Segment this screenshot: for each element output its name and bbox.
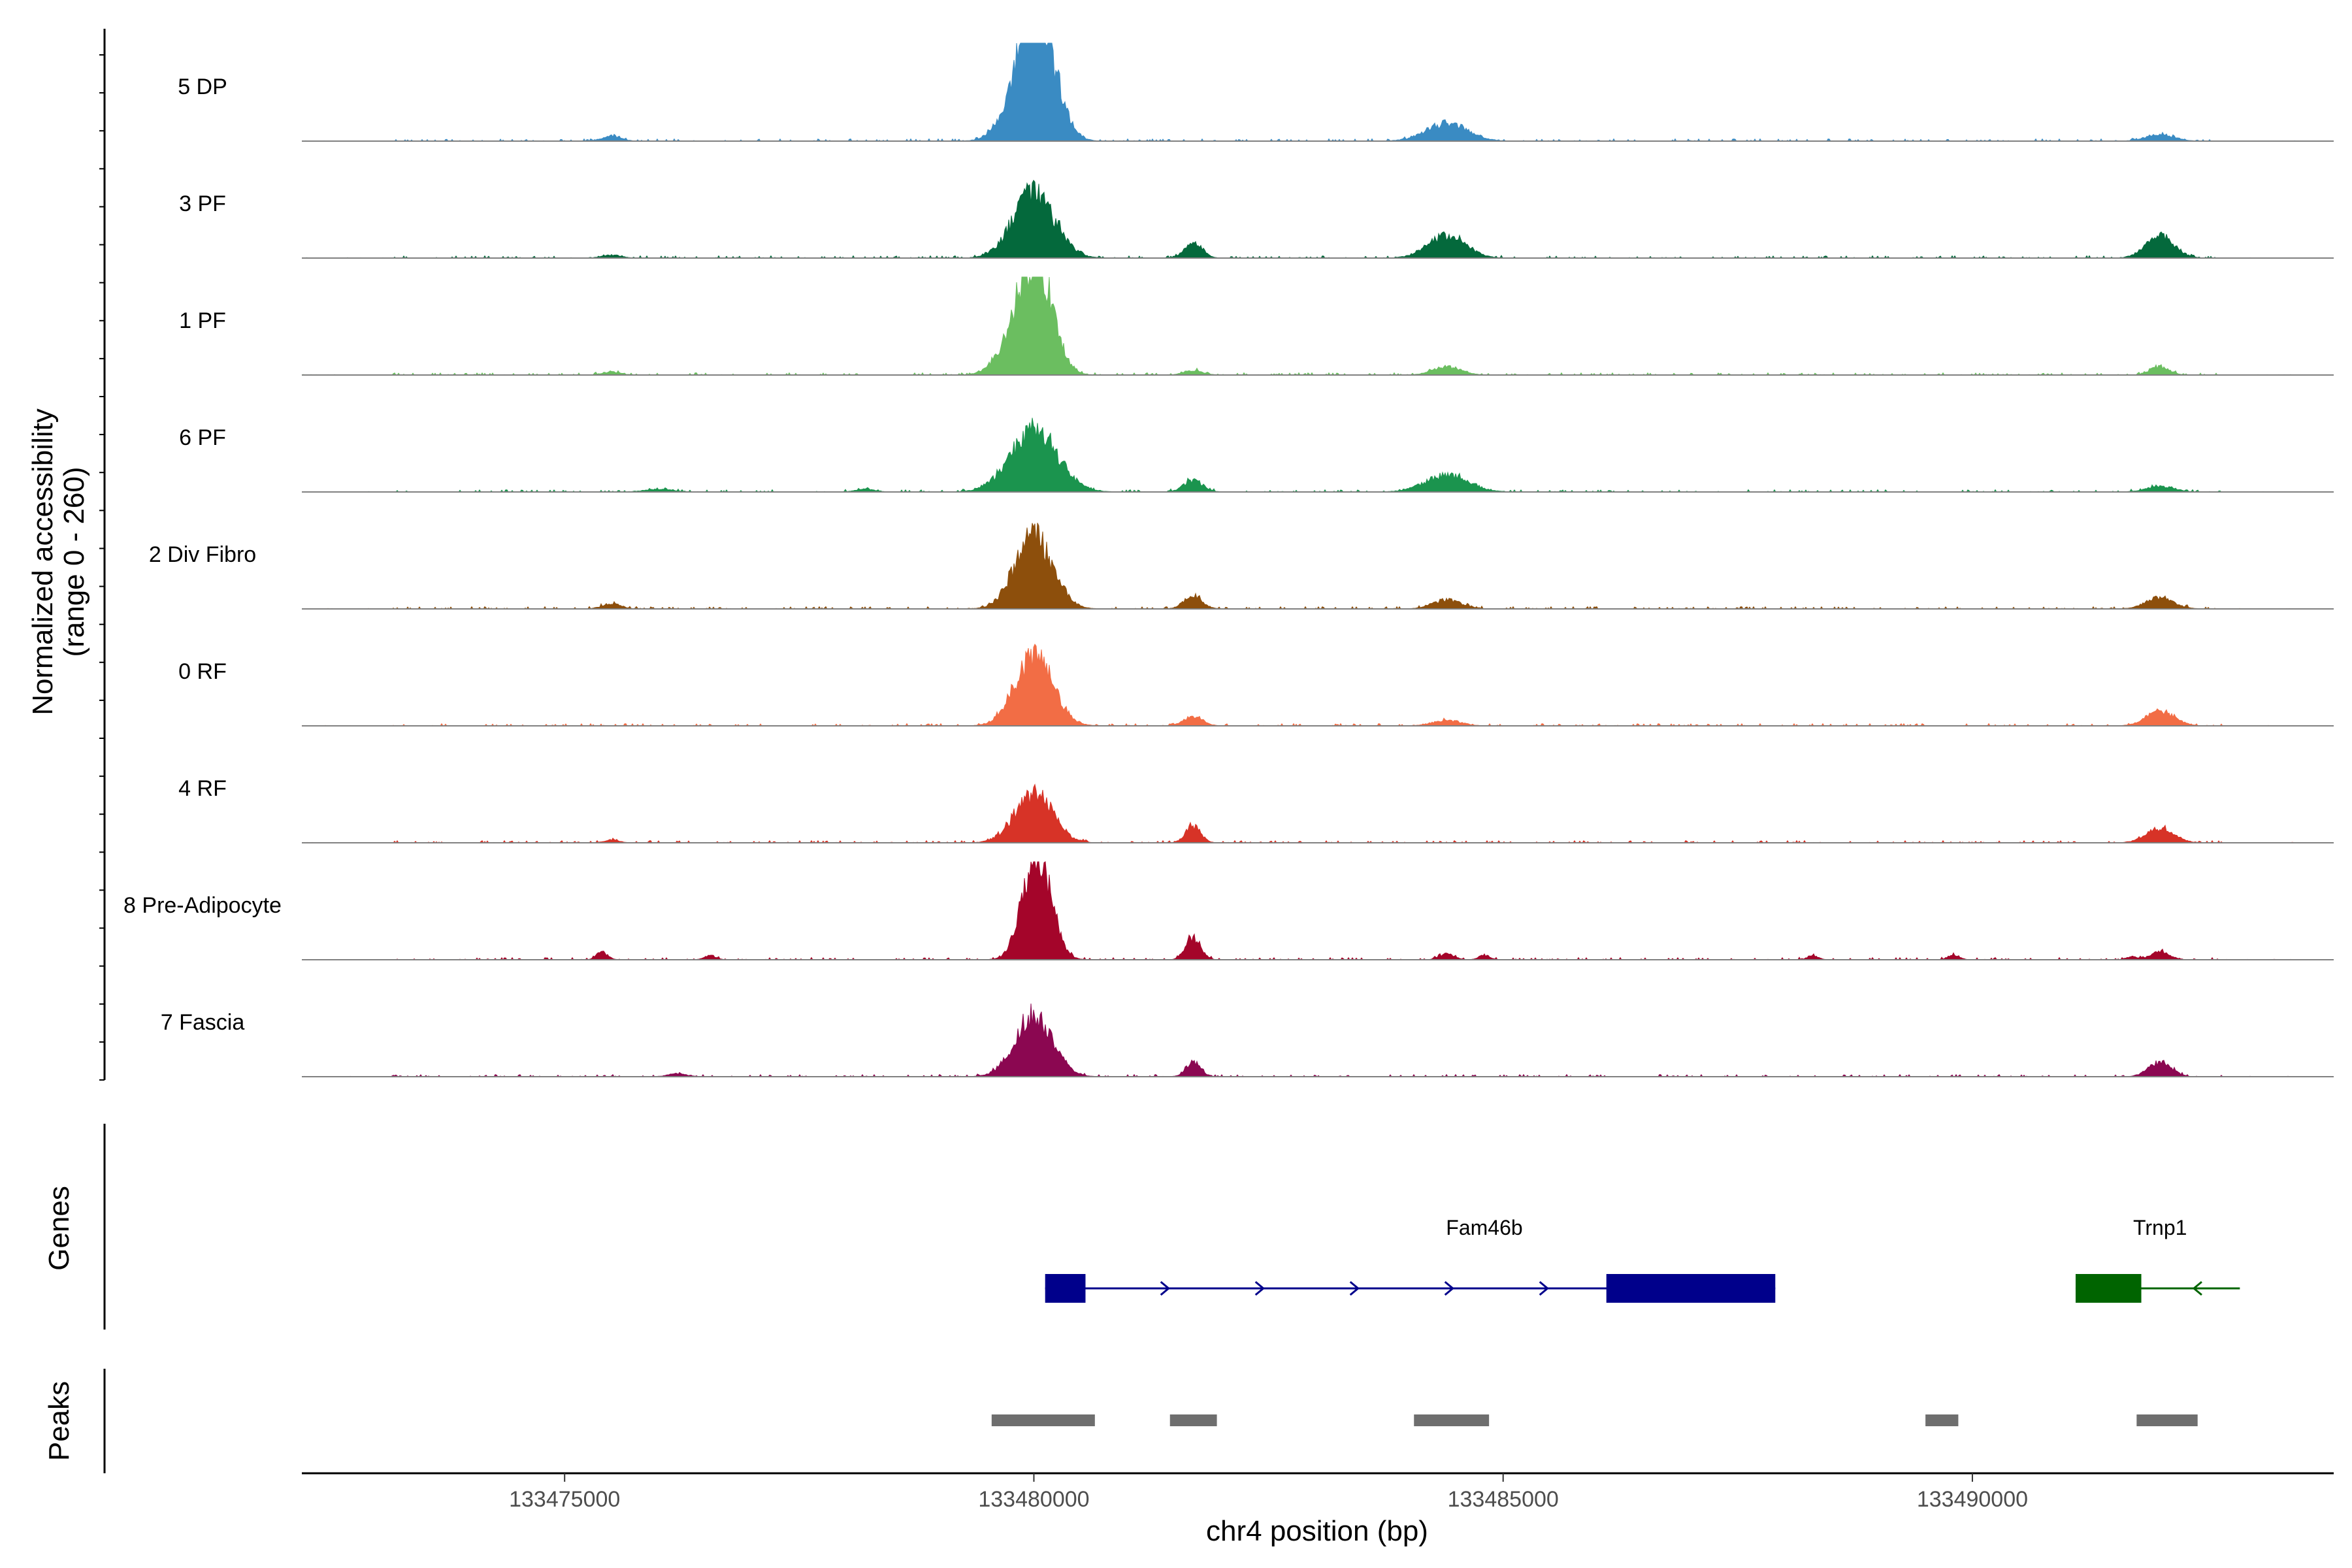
x-tick-label: 133485000 bbox=[1448, 1487, 1559, 1512]
track-label: 3 PF bbox=[179, 191, 226, 216]
track-1-pf: 1 PF bbox=[179, 276, 2334, 376]
track-area bbox=[302, 42, 2295, 142]
genes-panel-title: Genes bbox=[43, 1186, 75, 1271]
strand-arrow bbox=[2192, 1281, 2202, 1296]
gene-exon bbox=[1045, 1274, 1086, 1303]
gene-fam46b: Fam46b bbox=[1045, 1216, 1776, 1303]
peak-region bbox=[1414, 1414, 1490, 1426]
coverage-y-axis-title: Normalized accessibility bbox=[27, 408, 59, 715]
peak-region bbox=[1169, 1414, 1217, 1426]
x-tick-label: 133490000 bbox=[1917, 1487, 2028, 1512]
gene-annotations: Fam46b Trnp1 bbox=[1045, 1216, 2240, 1303]
track-label: 4 RF bbox=[178, 776, 227, 801]
peak-regions bbox=[991, 1414, 2198, 1426]
track-label: 0 RF bbox=[178, 659, 227, 684]
x-tick-label: 133480000 bbox=[978, 1487, 1089, 1512]
strand-arrow bbox=[1160, 1281, 1171, 1296]
coverage-y-axis-range: (range 0 - 260) bbox=[58, 466, 90, 657]
track-5-dp: 5 DP bbox=[178, 42, 2334, 142]
track-3-pf: 3 PF bbox=[179, 180, 2334, 259]
peak-region bbox=[991, 1414, 1095, 1426]
coverage-y-axis bbox=[99, 29, 106, 1081]
track-area bbox=[301, 644, 2295, 727]
track-area bbox=[302, 783, 2295, 843]
x-axis-title: chr4 position (bp) bbox=[1206, 1515, 1428, 1547]
track-label: 6 PF bbox=[179, 425, 226, 450]
track-area bbox=[301, 276, 2295, 376]
peak-region bbox=[2136, 1414, 2198, 1426]
coverage-tracks: 5 DP 3 PF 1 PF 6 PF 2 Div Fibro 0 RF 4 RF 8 Pre… bbox=[123, 42, 2334, 1077]
strand-arrow bbox=[1539, 1281, 1550, 1296]
gene-exon bbox=[1606, 1274, 1776, 1303]
track-7-fascia: 7 Fascia bbox=[161, 1004, 2334, 1077]
x-axis-ticks: 133475000 133480000 133485000 133490000 bbox=[509, 1473, 2028, 1512]
track-label: 7 Fascia bbox=[161, 1010, 245, 1035]
track-area bbox=[302, 180, 2295, 259]
strand-arrow bbox=[1349, 1281, 1360, 1296]
track-8-pre-adipocyte: 8 Pre-Adipocyte bbox=[123, 861, 2334, 960]
peaks-panel-title: Peaks bbox=[43, 1381, 75, 1461]
peak-region bbox=[1925, 1414, 1959, 1426]
track-label: 8 Pre-Adipocyte bbox=[123, 893, 282, 918]
track-area bbox=[302, 417, 2295, 493]
gene-trnp1: Trnp1 bbox=[2075, 1216, 2240, 1303]
strand-arrow bbox=[1444, 1281, 1455, 1296]
track-label: 1 PF bbox=[179, 308, 226, 333]
gene-label: Trnp1 bbox=[2133, 1216, 2187, 1239]
gene-label: Fam46b bbox=[1446, 1216, 1522, 1239]
x-tick-label: 133475000 bbox=[509, 1487, 620, 1512]
track-area bbox=[302, 861, 2295, 960]
gene-exon bbox=[2075, 1274, 2142, 1303]
track-label: 5 DP bbox=[178, 74, 227, 99]
track-area bbox=[302, 1004, 2295, 1077]
track-6-pf: 6 PF bbox=[179, 417, 2334, 493]
track-label: 2 Div Fibro bbox=[149, 542, 256, 567]
track-area bbox=[302, 523, 2295, 610]
track-4-rf: 4 RF bbox=[178, 776, 2334, 843]
strand-arrow bbox=[1254, 1281, 1266, 1296]
track-2-div-fibro: 2 Div Fibro bbox=[149, 523, 2334, 610]
track-0-rf: 0 RF bbox=[178, 644, 2334, 727]
